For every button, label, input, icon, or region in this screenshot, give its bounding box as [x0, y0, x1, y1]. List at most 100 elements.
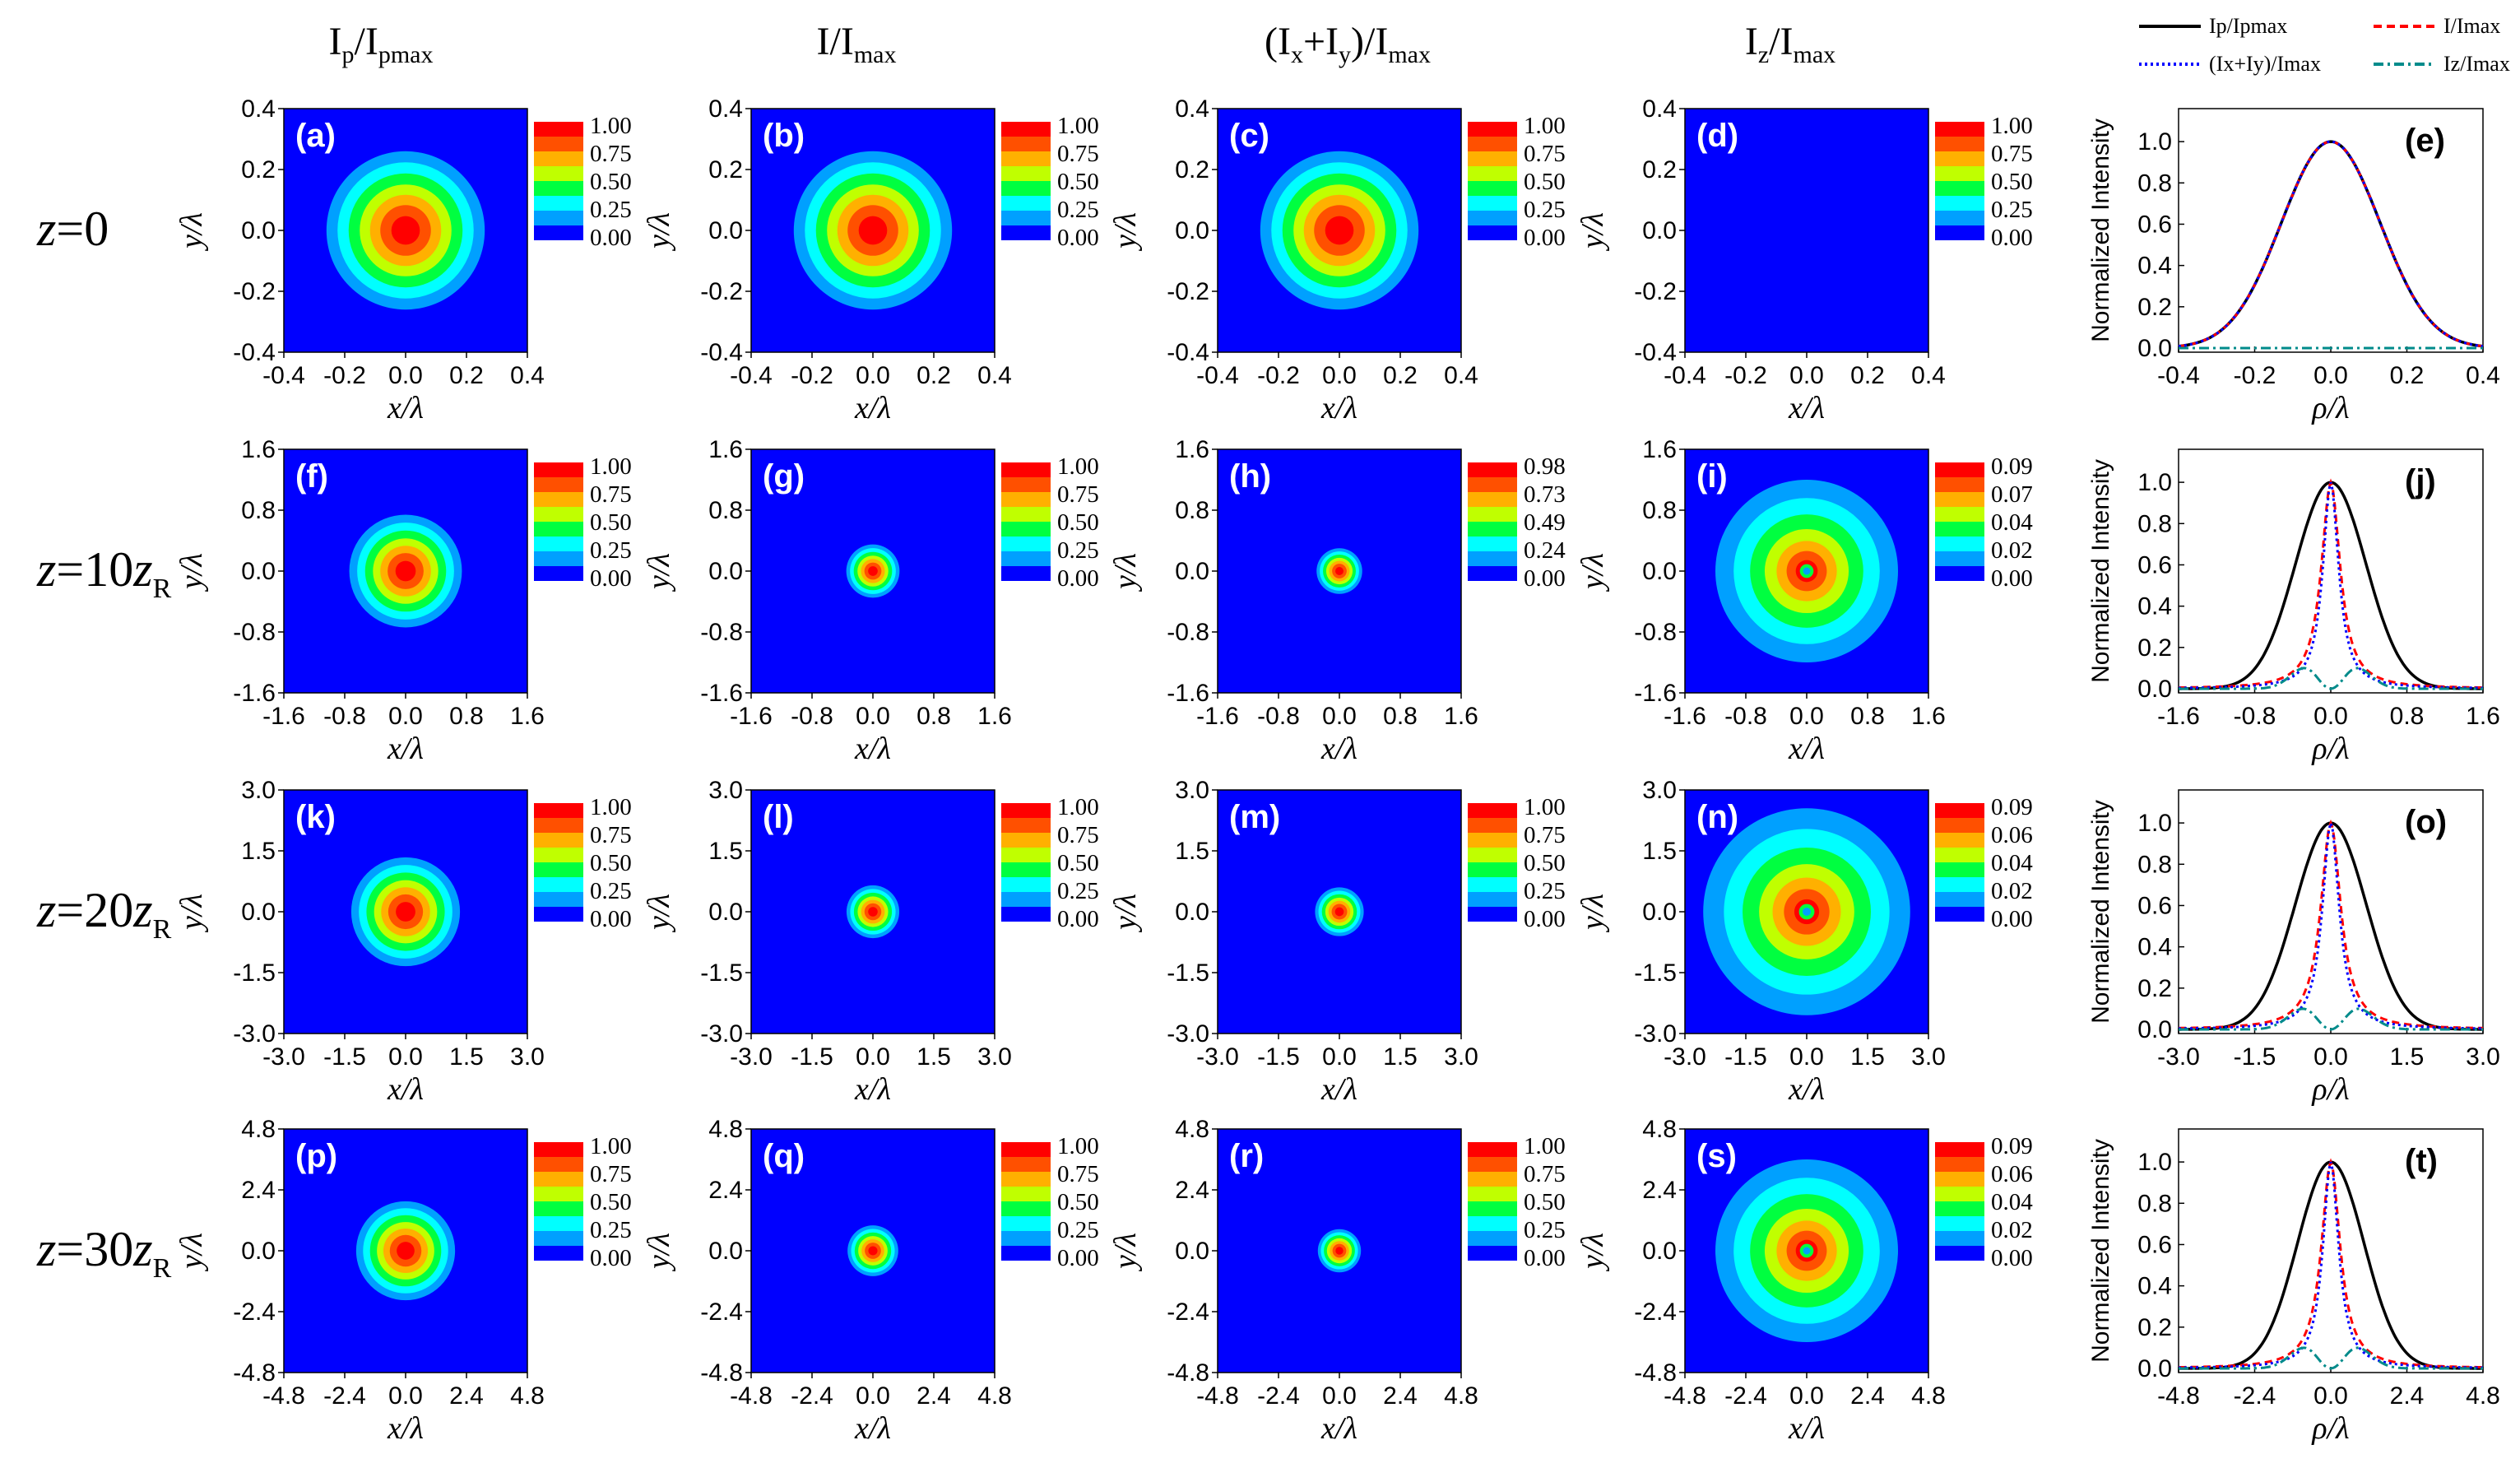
x-tick-label: 0.8 [917, 703, 951, 730]
y-tick-label: 0.0 [1175, 1238, 1209, 1265]
profile-y-tick-label: 1.0 [2137, 810, 2172, 837]
map-content [1218, 449, 1461, 693]
profile-y-tick-label: 0.0 [2137, 1355, 2172, 1382]
colorbar-label: 0.50 [1991, 169, 2033, 195]
profile-y-axis-label: Normalized Intensity [2087, 459, 2114, 683]
colorbar-swatch [1935, 1231, 1984, 1246]
colorbar-swatch [534, 196, 583, 211]
profile-x-axis-label: ρ/λ [2311, 732, 2349, 766]
profile-y-tick-label: 0.4 [2137, 1273, 2172, 1300]
colorbar-swatch [1001, 1157, 1051, 1172]
panel-label: (d) [1696, 118, 1738, 154]
profile-frame [2178, 448, 2484, 694]
x-axis-label: x/λ [387, 391, 424, 425]
y-tick-label: -1.5 [233, 959, 276, 987]
y-tick-label: -0.2 [1167, 278, 1209, 305]
map-contour [1802, 907, 1812, 917]
colorbar-swatch [534, 137, 583, 151]
colorbar-label: 0.00 [1057, 1245, 1099, 1271]
x-axis-label: x/λ [854, 1411, 891, 1446]
y-tick-label: -1.6 [700, 680, 743, 707]
profile-y-tick-label: 0.0 [2137, 676, 2172, 703]
y-tick-label: -3.0 [1634, 1020, 1677, 1048]
colorbar-label: 0.04 [1991, 850, 2033, 876]
colorbar-swatch [1468, 1231, 1517, 1246]
y-tick-label: -2.4 [700, 1298, 743, 1326]
y-tick-label: 0.0 [708, 1238, 743, 1265]
row-label: z=10zR [36, 542, 172, 604]
y-tick-label: 0.0 [241, 899, 276, 926]
colorbar-swatch [1468, 166, 1517, 181]
colorbar-swatch [1468, 196, 1517, 211]
colorbar-label: 1.00 [590, 1133, 632, 1159]
map-contour [1335, 1247, 1344, 1255]
colorbar-swatch [1001, 166, 1051, 181]
x-axis-label: x/λ [387, 732, 424, 766]
y-tick-label: 0.0 [241, 558, 276, 585]
y-tick-label: -2.4 [1167, 1298, 1209, 1326]
colorbar-label: 0.50 [1524, 169, 1566, 195]
colorbar-label: 0.00 [1991, 906, 2033, 932]
colorbar-swatch [534, 803, 583, 818]
colorbar-swatch [1001, 803, 1051, 818]
x-tick-label: -2.4 [791, 1382, 833, 1410]
y-tick-label: -0.2 [700, 278, 743, 305]
colorbar-swatch [1001, 848, 1051, 862]
x-tick-label: 1.5 [1383, 1043, 1418, 1071]
colorbar-label: 0.25 [1057, 878, 1099, 904]
colorbar-label: 0.25 [1057, 537, 1099, 564]
y-tick-label: 1.6 [708, 436, 743, 463]
colorbar-swatch [1935, 1201, 1984, 1216]
map-panel: (s) -4.8-4.8 -2.4 -2.4 0.0 0.0 2.4 2.4 4.8 4.8 x/λ… [1576, 1116, 2033, 1446]
y-axis-label: y/λ [1576, 894, 1610, 933]
y-tick-label: 0.0 [241, 1238, 276, 1265]
colorbar-swatch [1935, 907, 1984, 922]
colorbar-swatch [534, 1172, 583, 1187]
column-header: (Ix+Iy)/Imax [1265, 20, 1431, 68]
colorbar-swatch [1001, 151, 1051, 166]
colorbar-swatch [1468, 492, 1517, 507]
colorbar-label: 0.02 [1991, 1217, 2033, 1243]
colorbar-label: 0.00 [590, 1245, 632, 1271]
colorbar-label: 0.00 [1524, 1245, 1566, 1271]
colorbar-swatch [1935, 477, 1984, 492]
map-content [284, 449, 527, 693]
profile-x-tick-label: 0.2 [2390, 362, 2425, 389]
colorbar-swatch [1468, 803, 1517, 818]
x-tick-label: -0.4 [1664, 362, 1706, 389]
map-contour [868, 566, 878, 576]
x-tick-label: 0.0 [388, 1043, 423, 1071]
colorbar-label: 0.00 [590, 225, 632, 251]
colorbar-swatch [1935, 551, 1984, 566]
colorbar-label: 0.75 [1057, 822, 1099, 848]
colorbar-swatch [1001, 862, 1051, 877]
colorbar-swatch [1468, 122, 1517, 137]
profile-x-tick-label: -4.8 [2157, 1382, 2200, 1410]
x-axis-label: x/λ [1788, 732, 1825, 766]
colorbar-swatch [1468, 522, 1517, 537]
profile-x-tick-label: 3.0 [2466, 1043, 2500, 1071]
colorbar-swatch [1468, 462, 1517, 477]
colorbar-swatch [534, 1246, 583, 1261]
y-tick-label: 0.0 [1642, 217, 1677, 244]
map-content [1685, 109, 1928, 352]
row-label: z=0 [36, 202, 109, 256]
colorbar-label: 0.00 [1991, 565, 2033, 592]
column-header: I/Imax [817, 20, 897, 68]
y-tick-label: -0.8 [233, 619, 276, 646]
profile-y-tick-label: 0.2 [2137, 975, 2172, 1002]
x-tick-label: 0.0 [856, 362, 890, 389]
y-tick-label: -4.8 [700, 1359, 743, 1387]
map-panel: (p) -4.8-4.8 -2.4 -2.4 0.0 0.0 2.4 2.4 4.8 4.8 x/λ… [174, 1116, 632, 1446]
x-tick-label: 1.5 [449, 1043, 484, 1071]
colorbar-label: 0.75 [1991, 141, 2033, 167]
map-content [751, 449, 995, 693]
map-panel: (q) -4.8-4.8 -2.4 -2.4 0.0 0.0 2.4 2.4 4.8 4.8 x/λ… [642, 1116, 1099, 1446]
colorbar-swatch [1935, 862, 1984, 877]
y-tick-label: 2.4 [1642, 1177, 1677, 1204]
y-tick-label: 4.8 [1642, 1116, 1677, 1143]
colorbar-swatch [1935, 833, 1984, 848]
profile-series-line [2179, 1007, 2483, 1031]
profile-series-line [2178, 140, 2484, 348]
y-tick-label: -2.4 [1634, 1298, 1677, 1326]
